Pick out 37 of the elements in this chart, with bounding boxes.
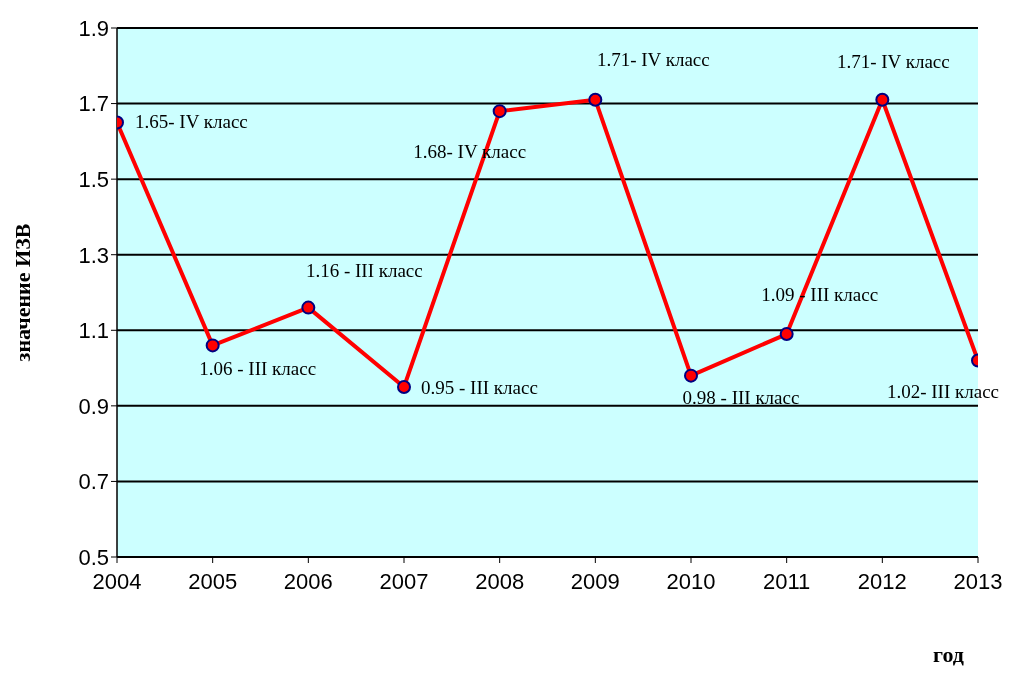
point bbox=[588, 92, 603, 107]
x-tick-label: 2005 bbox=[188, 568, 238, 594]
point bbox=[875, 92, 890, 107]
y-tick-label: 1.3 bbox=[78, 242, 109, 268]
data-label: 1.71- IV класс bbox=[836, 50, 950, 72]
x-tick-label: 2007 bbox=[379, 568, 429, 594]
x-tick-label: 2011 bbox=[763, 568, 811, 594]
data-label: 1.71- IV класс bbox=[596, 48, 710, 70]
data-label: 1.02- III класс bbox=[886, 380, 1000, 402]
point bbox=[492, 104, 507, 119]
y-tick-label: 0.9 bbox=[78, 393, 109, 419]
data-label: 1.09 - III класс bbox=[761, 284, 879, 306]
x-tick-label: 2006 bbox=[283, 568, 333, 594]
x-tick-label: 2004 bbox=[92, 568, 142, 594]
y-tick-label: 1.5 bbox=[78, 166, 109, 192]
y-tick-label: 0.7 bbox=[78, 469, 109, 495]
data-label: 0.98 - III класс bbox=[682, 386, 800, 408]
point bbox=[205, 338, 220, 353]
y-tick-label: 1.9 bbox=[78, 15, 109, 41]
data-label: 1.06 - III класс bbox=[199, 358, 317, 380]
point bbox=[301, 300, 316, 315]
data-label: 1.16 - III класс bbox=[305, 259, 423, 281]
y-tick-label: 1.7 bbox=[78, 91, 109, 117]
x-tick-label: 2012 bbox=[857, 568, 907, 594]
point bbox=[779, 327, 794, 342]
data-label: 0.95 - III класс bbox=[421, 376, 538, 398]
x-tick-label: 2008 bbox=[475, 568, 525, 594]
x-tick-label: 2009 bbox=[570, 568, 620, 594]
y-tick-label: 0.5 bbox=[78, 544, 109, 570]
y-axis-title: значение ИЗВ bbox=[9, 223, 35, 362]
x-axis-title: год bbox=[933, 642, 964, 667]
x-tick-label: 2010 bbox=[666, 568, 716, 594]
y-tick-label: 1.1 bbox=[78, 318, 109, 344]
data-label: 1.65- IV класс bbox=[135, 111, 248, 133]
x-tick-label: 2013 bbox=[953, 568, 1003, 594]
point bbox=[397, 379, 411, 394]
point bbox=[684, 368, 698, 383]
